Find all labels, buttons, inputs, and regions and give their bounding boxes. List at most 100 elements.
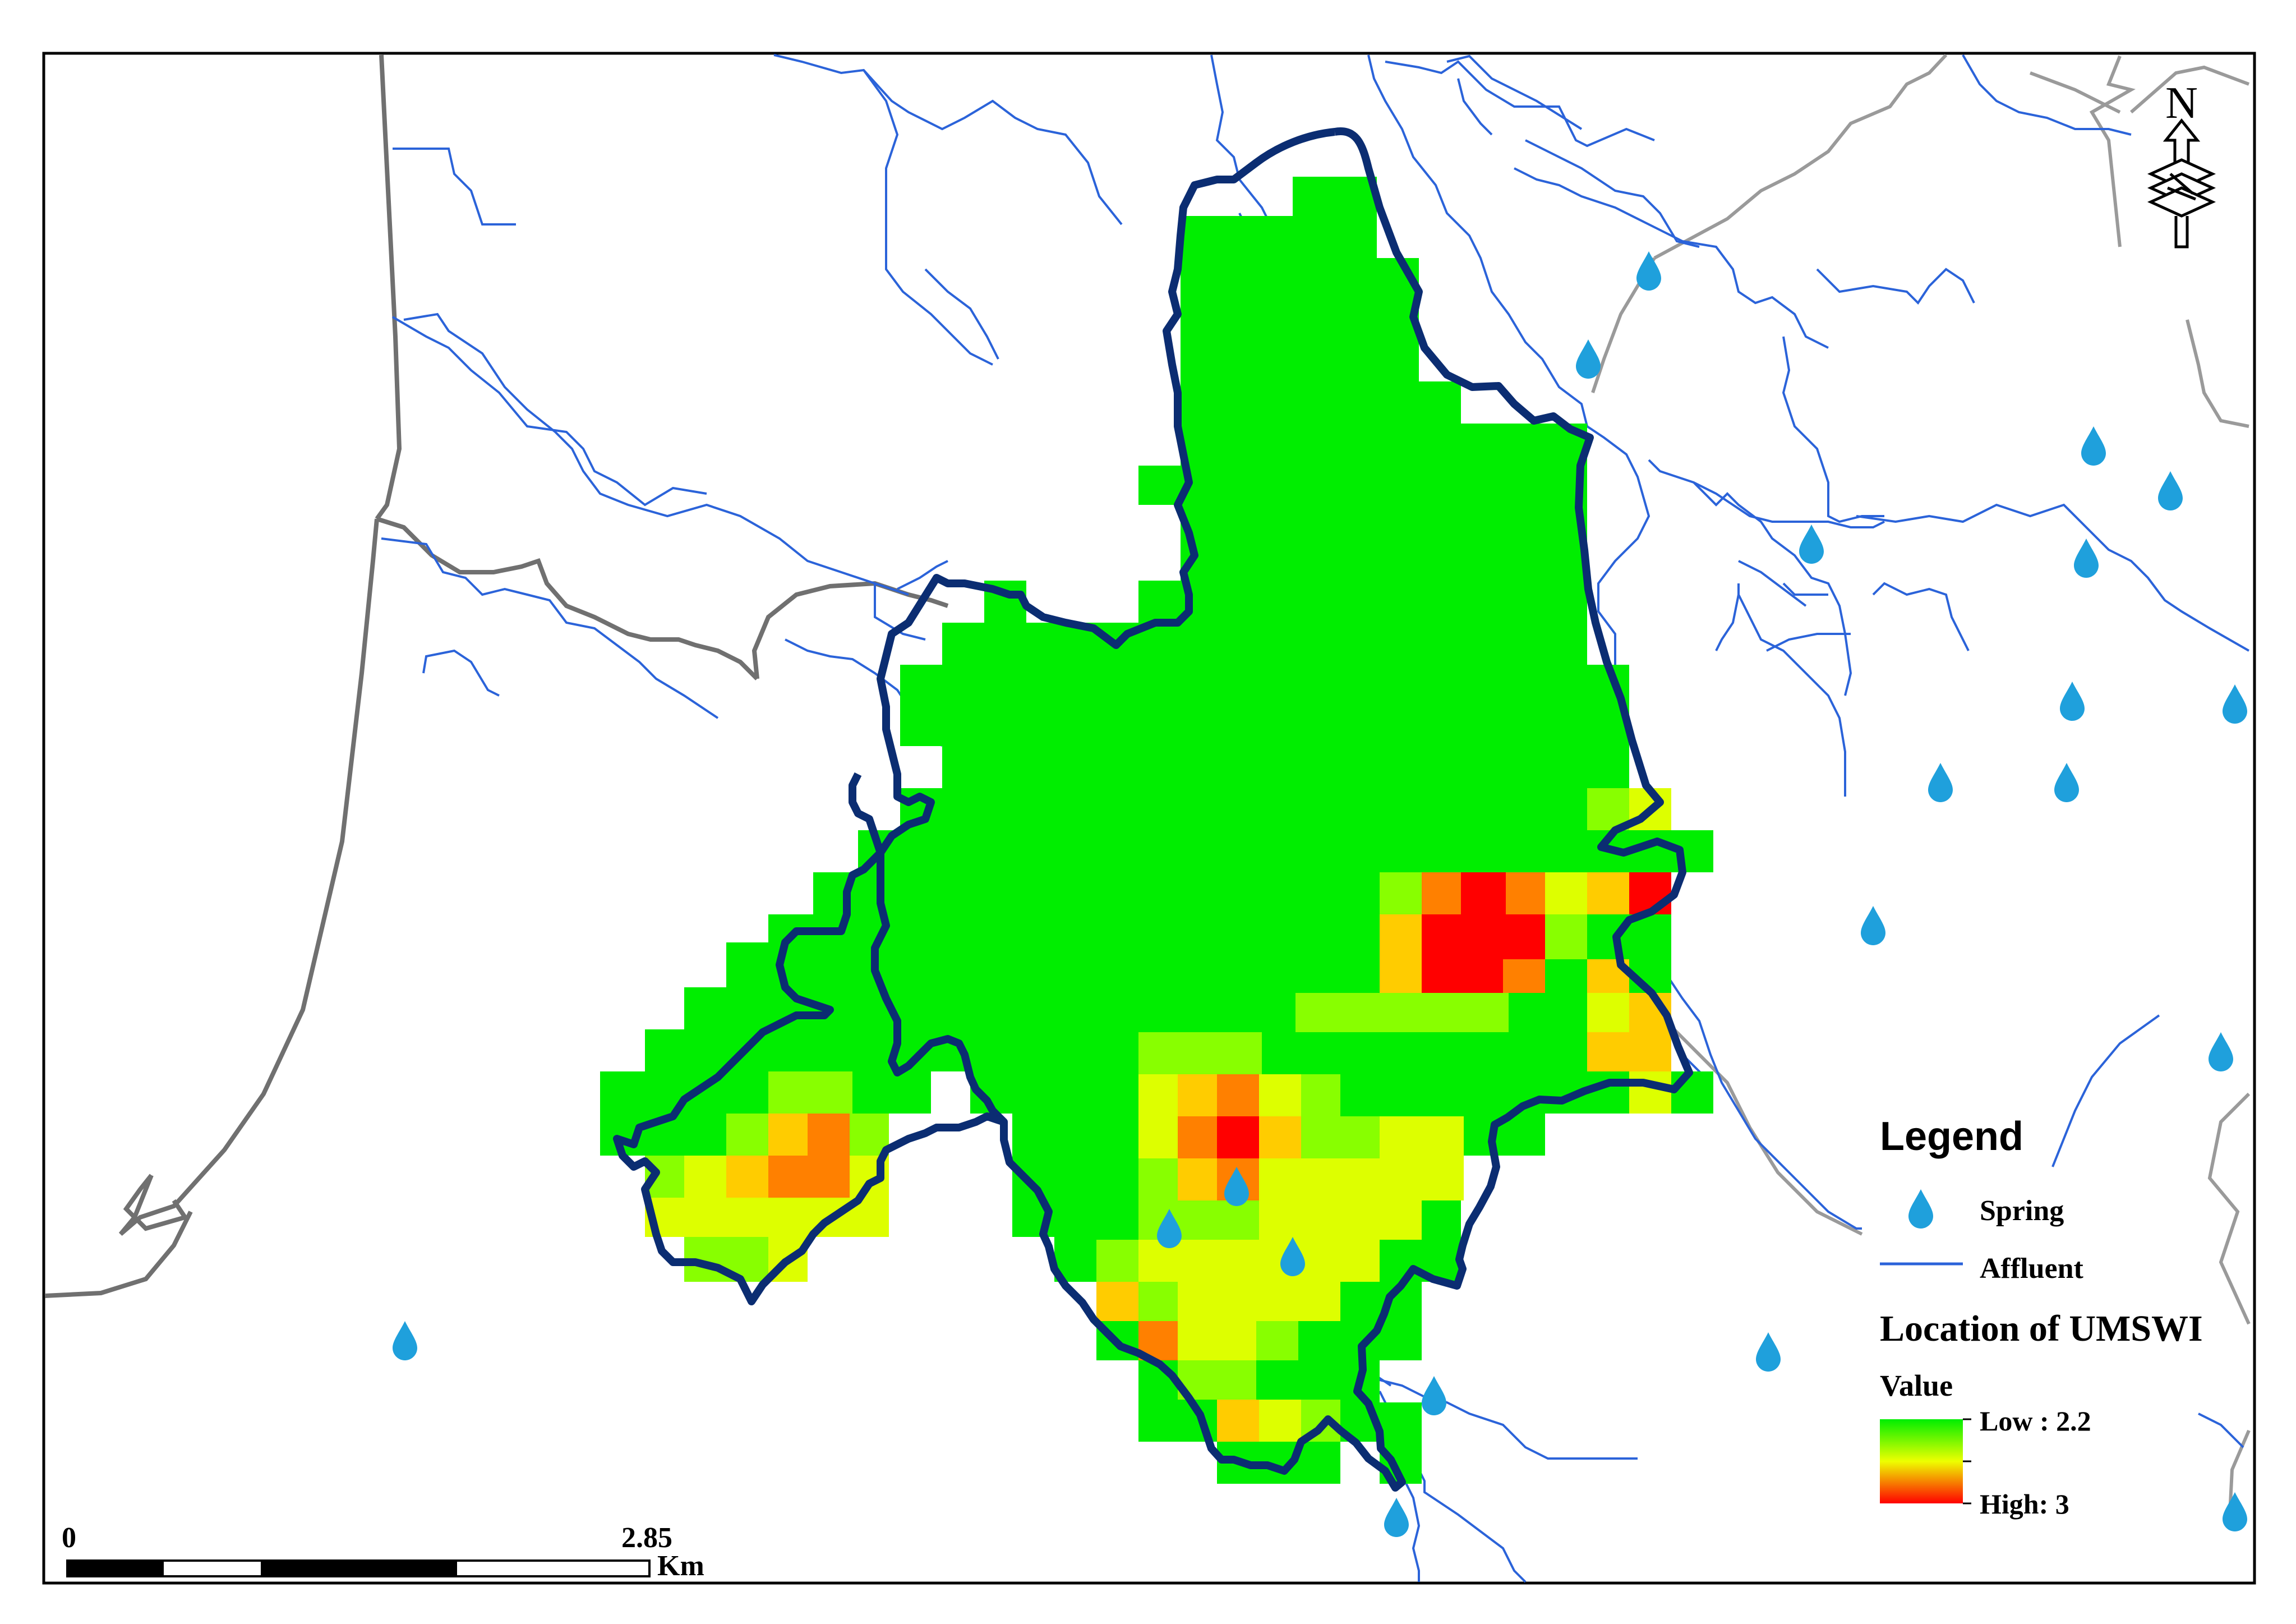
water-drop-icon	[2081, 426, 2106, 466]
water-drop-icon	[2158, 471, 2183, 510]
raster-cell	[768, 1071, 852, 1114]
raster-cell	[1138, 1282, 1178, 1321]
raster-cell	[1295, 993, 1509, 1032]
raster-cell	[1259, 1200, 1422, 1240]
raster-cell	[1096, 1240, 1138, 1282]
raster-cell	[1178, 1158, 1217, 1200]
raster-cell	[1422, 959, 1461, 993]
raster-cell	[1178, 1282, 1256, 1321]
raster-cell	[1506, 872, 1545, 914]
raster-cell	[1422, 872, 1461, 914]
water-drop-icon	[2060, 682, 2085, 721]
ramp-low-label: Low : 2.2	[1980, 1405, 2091, 1437]
raster-cell	[1301, 1158, 1380, 1200]
raster-cell	[1545, 914, 1587, 959]
basin-outline	[849, 127, 1693, 1492]
legend-item-spring: Spring	[1980, 1195, 2064, 1227]
raster-cell	[1259, 1074, 1301, 1116]
raster-cell	[1587, 993, 1629, 1032]
raster-cell	[726, 1156, 768, 1198]
scale-end-label: 2.85	[621, 1522, 672, 1554]
raster-cell	[1217, 1074, 1259, 1116]
raster-cell	[1138, 1074, 1178, 1116]
raster-cell	[1138, 1240, 1217, 1282]
raster-cell	[1380, 914, 1422, 959]
raster-cell	[1461, 959, 1503, 993]
raster-cell	[1301, 1074, 1340, 1116]
raster-cell	[1217, 1116, 1259, 1158]
raster-cell	[768, 1156, 850, 1198]
raster-cell	[1138, 1116, 1178, 1158]
basin-outline-west	[613, 128, 1335, 1305]
scale-unit-label: Km	[657, 1550, 704, 1582]
raster-cell	[1461, 872, 1506, 914]
water-drop-icon	[1576, 339, 1601, 379]
water-drop-icon	[1224, 1167, 1249, 1206]
road-light-layer	[1591, 53, 2251, 1526]
water-drop-icon	[393, 1321, 417, 1360]
raster-cell	[1380, 1158, 1464, 1200]
raster-cell	[1461, 914, 1545, 959]
raster-cell	[1380, 872, 1422, 914]
raster-cell	[1503, 959, 1545, 993]
water-drop-icon	[1799, 525, 1824, 564]
raster-cell	[1259, 1240, 1380, 1282]
raster-cell	[1629, 1071, 1671, 1114]
raster-cell	[1629, 872, 1671, 914]
raster-cell	[1587, 872, 1629, 914]
raster-cell	[1096, 1282, 1138, 1321]
water-drop-icon	[1157, 1209, 1182, 1248]
raster-cell	[1138, 1032, 1262, 1074]
layer-title: Location of UMSWI	[1880, 1308, 2203, 1349]
water-drop-icon	[1928, 763, 1953, 802]
water-drop-icon	[2074, 539, 2099, 578]
raster-cell	[1301, 1116, 1380, 1158]
legend-title: Legend	[1880, 1114, 2023, 1159]
water-drop-icon	[2209, 1032, 2233, 1071]
raster-cell	[1138, 1200, 1262, 1240]
spring-layer	[393, 251, 2247, 1537]
raster-cell	[1256, 1282, 1340, 1321]
water-drop-icon	[2223, 684, 2247, 724]
raster-cell	[1301, 1032, 1380, 1074]
raster-cell	[1217, 1400, 1259, 1442]
raster-cell	[1256, 1321, 1298, 1360]
raster-cell	[1178, 1074, 1217, 1116]
legend-item-affluent: Affluent	[1980, 1253, 2084, 1285]
raster-cell	[1545, 872, 1587, 914]
raster-cell	[1138, 1158, 1178, 1200]
raster-cell	[1259, 1116, 1301, 1158]
legend: Legend Spring Affluent Location of UMSWI…	[1880, 1114, 2203, 1520]
raster-cell	[1259, 1400, 1301, 1442]
water-drop-icon	[2223, 1492, 2247, 1531]
ramp-high-label: High: 3	[1980, 1488, 2069, 1520]
water-drop-icon	[1422, 1376, 1446, 1415]
raster-cell	[1380, 1116, 1464, 1158]
raster-cell	[808, 1114, 850, 1156]
scale-bar: 0 2.85 Km	[62, 1522, 704, 1582]
raster-cell	[1587, 1032, 1671, 1071]
raster-cell	[1178, 1321, 1256, 1360]
water-drop-icon	[1861, 906, 1885, 945]
water-drop-icon	[1636, 251, 1661, 291]
raster-cell	[1217, 1240, 1259, 1282]
north-arrow-icon: N	[2147, 79, 2216, 249]
raster-cell	[684, 1156, 726, 1198]
water-drop-icon	[2054, 763, 2079, 802]
raster-cell	[1259, 1158, 1301, 1200]
raster-cell	[768, 1114, 808, 1156]
raster-cell	[1422, 914, 1461, 959]
water-drop-icon	[1756, 1332, 1781, 1372]
raster-cell	[1178, 1116, 1217, 1158]
raster-cell	[726, 1114, 768, 1156]
raster-cell	[1380, 959, 1422, 993]
scale-start-label: 0	[62, 1522, 76, 1554]
raster-cell	[850, 1114, 889, 1156]
raster-cell	[1178, 1360, 1256, 1400]
water-drop-icon	[1280, 1237, 1305, 1276]
value-title: Value	[1880, 1369, 1953, 1402]
water-drop-icon	[1384, 1498, 1409, 1537]
color-ramp	[1880, 1419, 1963, 1503]
water-drop-icon	[1908, 1189, 1933, 1229]
